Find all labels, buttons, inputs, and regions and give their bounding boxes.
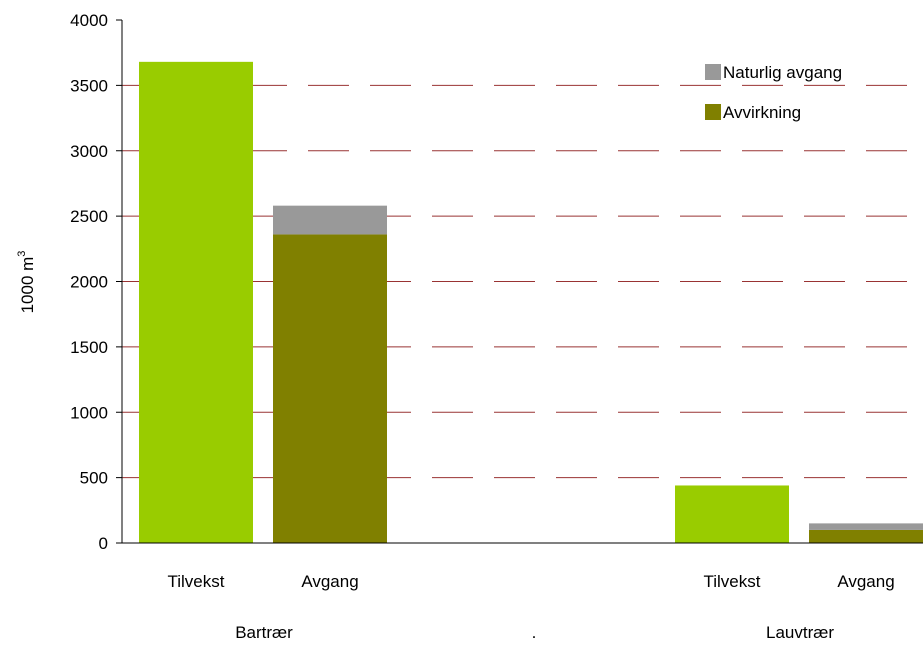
bar-segment [273, 234, 387, 543]
axes [116, 19, 923, 544]
y-tick-label: 2000 [70, 273, 108, 292]
y-tick-label: 500 [80, 469, 108, 488]
legend-swatch [705, 64, 721, 80]
gridlines [122, 84, 923, 479]
y-tick-label: 3000 [70, 142, 108, 161]
group-label: Lauvtrær [766, 623, 834, 642]
y-tick-label: 4000 [70, 11, 108, 30]
bars [139, 61, 923, 544]
bar-label: Tilvekst [168, 572, 225, 591]
y-tick-label: 1000 [70, 403, 108, 422]
y-tick-label: 2500 [70, 207, 108, 226]
bar-segment [809, 523, 923, 530]
bar-label: Avgang [837, 572, 894, 591]
bar-segment [273, 205, 387, 235]
group-label: . [532, 623, 537, 642]
legend-swatch [705, 104, 721, 120]
x-category-labels: Tilvekst Avgang Bartrær . Tilvekst Avgang Lauv… [168, 572, 895, 642]
y-tick-labels: 0 500 1000 1500 2000 2500 3000 3500 4000 [70, 11, 108, 553]
legend-label: Avvirkning [723, 103, 801, 122]
bar-segment [675, 485, 789, 543]
bar-label: Avgang [301, 572, 358, 591]
bar-segment [139, 61, 253, 544]
bar-label: Tilvekst [704, 572, 761, 591]
y-tick-label: 1500 [70, 338, 108, 357]
y-tick-label: 3500 [70, 76, 108, 95]
bar-segment [809, 529, 923, 543]
legend-label: Naturlig avgang [723, 63, 842, 82]
y-axis-label: 1000 m3 [16, 251, 37, 314]
y-tick-label: 0 [99, 534, 108, 553]
legend: Naturlig avgang Avvirkning [705, 63, 842, 122]
group-label: Bartrær [235, 623, 293, 642]
